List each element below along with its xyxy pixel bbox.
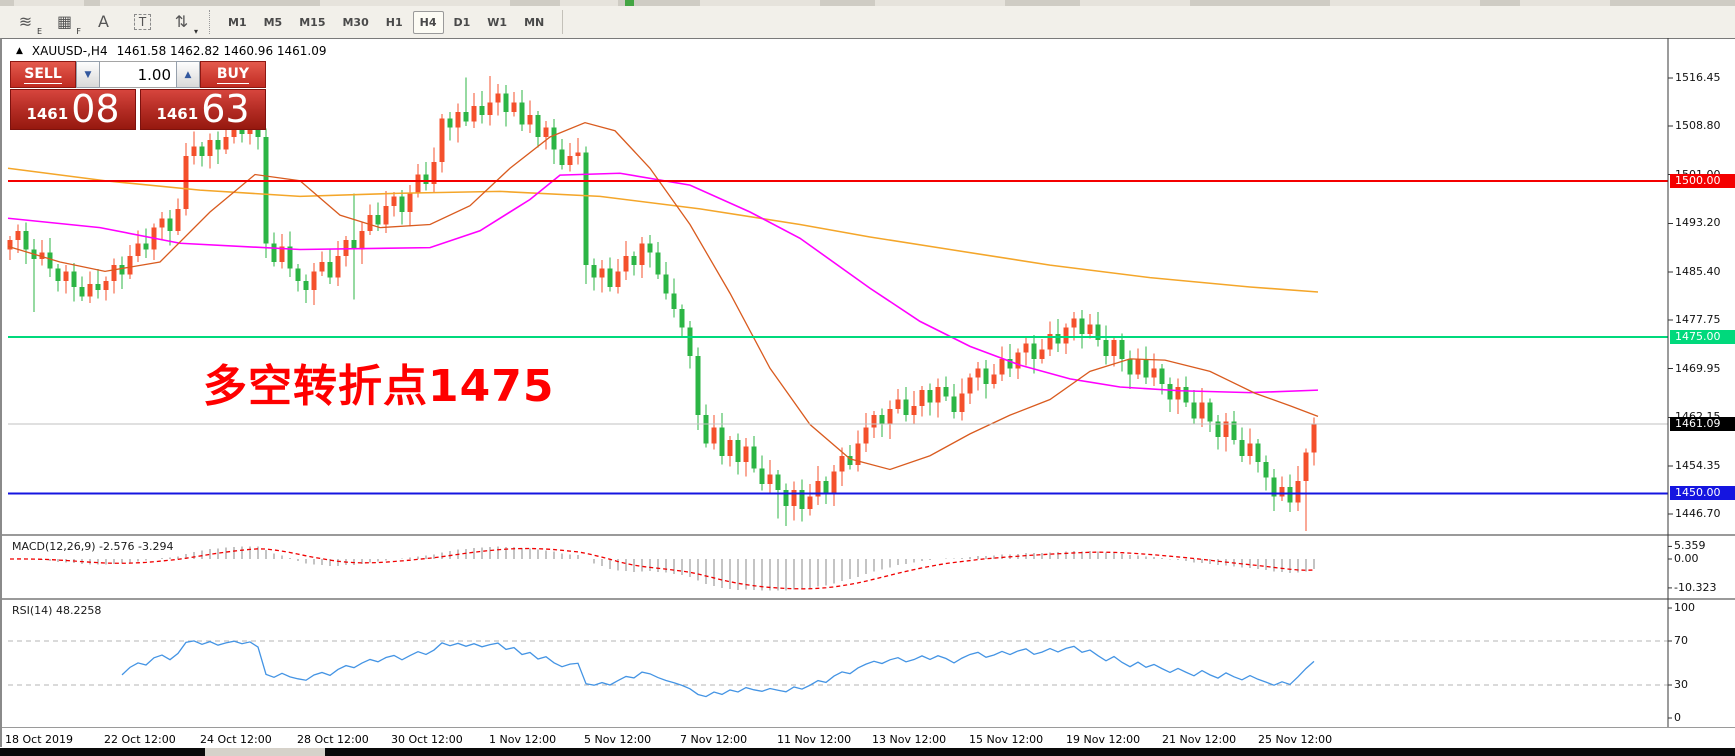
sell-button[interactable]: SELL	[10, 61, 77, 88]
date-tick: 7 Nov 12:00	[680, 733, 748, 746]
buy-price-main: 1461	[156, 105, 199, 123]
toolbar: ≋ E ▦ F A T ⇅ ▾ M1 M5 M15 M30 H1 H4 D1 W1 MN	[0, 6, 1735, 39]
timeframe-button-h1[interactable]: H1	[385, 15, 403, 29]
price-tick: 1446.70	[1675, 506, 1721, 520]
rsi-scale-tick: 0	[1674, 711, 1681, 724]
macd-scale-tick: 0.00	[1674, 552, 1699, 565]
timeframe-button-m5[interactable]: M5	[263, 15, 283, 29]
spin-down-icon: ▼	[84, 69, 92, 80]
timeframe-button-m15[interactable]: M15	[299, 15, 326, 29]
date-tick: 13 Nov 12:00	[872, 733, 947, 746]
price-tick: 1485.40	[1675, 265, 1721, 278]
toolbar-separator	[562, 10, 564, 34]
text-box-icon[interactable]: T	[129, 10, 156, 34]
macd-scale-tick: 5.359	[1674, 539, 1706, 553]
date-tick: 18 Oct 2019	[5, 733, 74, 746]
toolbar-separator	[209, 10, 211, 34]
buy-price-panel[interactable]: 1461 63	[140, 89, 266, 130]
volume-input[interactable]	[100, 61, 176, 88]
chart-window: ▲ XAUUSD-,H4 1461.58 1462.82 1460.96 146…	[0, 38, 1735, 748]
timeframe-buttons: M1 M5 M15 M30 H1 H4 D1 W1 MN	[221, 10, 554, 34]
grid-icon[interactable]: ▦ F	[56, 12, 81, 37]
timeframe-button-w1[interactable]: W1	[487, 15, 508, 29]
date-tick: 5 Nov 12:00	[584, 733, 652, 746]
chart-header: ▲ XAUUSD-,H4 1461.58 1462.82 1460.96 146…	[16, 44, 327, 58]
cropped-toolbar-strip	[0, 0, 1735, 6]
date-tick: 11 Nov 12:00	[777, 733, 852, 746]
date-tick: 28 Oct 12:00	[297, 733, 369, 746]
rsi-scale-tick: 30	[1674, 678, 1688, 691]
date-tick: 22 Oct 12:00	[104, 733, 176, 746]
pivot-level-label: 1475.00	[1670, 330, 1735, 344]
support-level-label: 1450.00	[1670, 486, 1735, 500]
cursor-arrows-icon[interactable]: ⇅ ▾	[174, 12, 198, 37]
buy-button[interactable]: BUY	[199, 61, 266, 88]
sell-price-main: 1461	[26, 105, 69, 123]
rsi-scale-tick: 70	[1674, 634, 1688, 647]
cropped-taskbar-strip	[0, 747, 1735, 756]
date-tick: 1 Nov 12:00	[489, 733, 557, 746]
timeframe-button-d1[interactable]: D1	[453, 15, 471, 29]
date-tick: 30 Oct 12:00	[391, 733, 463, 746]
sell-price-panel[interactable]: 1461 08	[10, 89, 136, 130]
current-price-label: 1461.09	[1670, 417, 1735, 431]
buy-price-pips: 63	[201, 86, 250, 131]
date-tick: 25 Nov 12:00	[1258, 733, 1333, 746]
macd-indicator-label: MACD(12,26,9) -2.576 -3.294	[12, 540, 174, 553]
collapse-arrow-icon[interactable]: ▲	[16, 46, 23, 56]
sell-price-pips: 08	[71, 86, 120, 131]
volume-increase-button[interactable]: ▲	[176, 61, 200, 88]
date-tick: 24 Oct 12:00	[200, 733, 272, 746]
price-tick: 1477.75	[1675, 312, 1721, 326]
timeframe-button-h4[interactable]: H4	[412, 10, 444, 34]
rsi-indicator-label: RSI(14) 48.2258	[12, 604, 102, 617]
timeframe-button-m1[interactable]: M1	[228, 15, 247, 29]
resistance-level-label: 1500.00	[1670, 174, 1735, 188]
chart-annotation-text: 多空转折点1475	[203, 361, 555, 412]
macd-scale-tick: -10.323	[1674, 580, 1717, 594]
dropdown-caret-icon[interactable]: ▾	[193, 27, 198, 36]
chart-symbol-title: XAUUSD-,H4	[31, 44, 108, 58]
spin-up-icon: ▲	[184, 69, 192, 80]
timeframe-button-mn[interactable]: MN	[524, 15, 545, 29]
price-tick: 1469.95	[1675, 361, 1721, 375]
date-tick: 15 Nov 12:00	[969, 733, 1044, 746]
grid-icon-glyph: ▦	[56, 12, 73, 31]
volume-decrease-button[interactable]: ▼	[76, 61, 100, 88]
rsi-scale-tick: 100	[1674, 601, 1695, 614]
indicators-icon-glyph: ≋	[18, 12, 33, 31]
price-tick: 1508.80	[1675, 118, 1721, 132]
moving-average-fast_red	[7, 121, 1319, 471]
date-tick: 21 Nov 12:00	[1162, 733, 1237, 746]
date-tick: 19 Nov 12:00	[1066, 733, 1141, 746]
price-tick: 1516.45	[1675, 70, 1721, 84]
price-tick: 1454.35	[1675, 459, 1721, 473]
timeframe-button-m30[interactable]: M30	[342, 15, 369, 29]
text-label-icon[interactable]: A	[98, 12, 109, 31]
indicators-icon[interactable]: ≋ E	[18, 12, 42, 37]
one-click-trading-panel: SELL ▼ ▲ BUY 1461 08 1461 63	[10, 61, 266, 130]
moving-average-magenta	[7, 172, 1319, 394]
chart-ohlc-values: 1461.58 1462.82 1460.96 1461.09	[116, 44, 327, 58]
price-tick: 1493.20	[1675, 216, 1721, 230]
